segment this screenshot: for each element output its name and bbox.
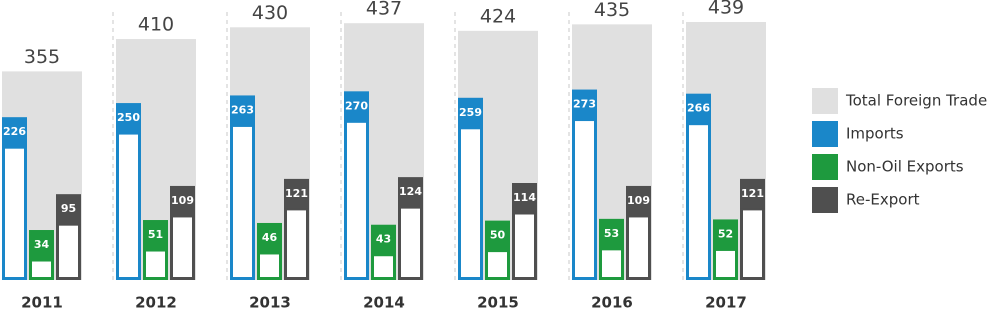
- bar-label: 109: [171, 194, 194, 207]
- total-label: 410: [138, 14, 174, 36]
- total-label: 437: [366, 0, 402, 20]
- bar-label: 266: [687, 102, 710, 115]
- bar-label: 121: [741, 187, 764, 200]
- bar-label-box: [398, 177, 423, 208]
- bar: [485, 249, 510, 281]
- bar-label-box: [740, 178, 765, 209]
- x-tick-label: 2016: [591, 294, 633, 312]
- x-tick-label: 2012: [135, 294, 177, 312]
- bar: [686, 122, 711, 280]
- x-tick-label: 2017: [705, 294, 747, 312]
- legend-swatch: [812, 88, 838, 114]
- bar: [572, 118, 597, 280]
- bar: [371, 253, 396, 280]
- bar-label-box: [143, 220, 168, 251]
- bar-label: 124: [399, 185, 422, 198]
- bar: [116, 131, 141, 280]
- bar-label: 53: [604, 227, 619, 240]
- bar: [56, 222, 81, 280]
- bar-label-box: [257, 222, 282, 253]
- legend-swatch: [812, 121, 838, 147]
- bar-label-box: [170, 185, 195, 216]
- legend-label: Re-Export: [846, 191, 920, 209]
- bar-label: 250: [117, 111, 140, 124]
- total-label: 439: [708, 0, 744, 19]
- bar-label: 46: [262, 231, 278, 244]
- bar: [257, 251, 282, 281]
- bar-label-box: [230, 95, 255, 126]
- legend-swatch: [812, 154, 838, 180]
- total-label: 424: [480, 5, 516, 27]
- bar-label-box: [626, 185, 651, 216]
- legend-label: Non-Oil Exports: [846, 158, 964, 176]
- bar: [143, 248, 168, 280]
- bar-label: 263: [231, 103, 254, 116]
- bar: [170, 214, 195, 281]
- bar: [344, 119, 369, 280]
- bar: [284, 207, 309, 280]
- bar: [2, 145, 27, 280]
- bar-label: 52: [718, 227, 733, 240]
- x-tick-label: 2015: [477, 294, 519, 312]
- total-label: 435: [594, 0, 630, 21]
- bar: [512, 211, 537, 280]
- bar-label-box: [29, 230, 54, 261]
- bar: [398, 205, 423, 281]
- bar-label-box: [2, 117, 27, 148]
- bar-label-box: [572, 89, 597, 120]
- bar: [29, 258, 54, 280]
- bar-label-box: [284, 178, 309, 209]
- bar: [713, 247, 738, 280]
- bar-label-box: [512, 183, 537, 214]
- bar-label-box: [485, 220, 510, 251]
- total-label: 430: [252, 2, 288, 24]
- x-tick-label: 2014: [363, 294, 405, 312]
- bar-label: 51: [148, 228, 163, 241]
- bar-label-box: [56, 194, 81, 225]
- bar-label: 270: [345, 99, 368, 112]
- bar: [230, 123, 255, 281]
- x-tick-label: 2013: [249, 294, 291, 312]
- bar-label: 109: [627, 194, 650, 207]
- bar-label-box: [458, 97, 483, 128]
- bar-label-box: [371, 224, 396, 255]
- bar: [458, 126, 483, 280]
- legend-label: Imports: [846, 125, 904, 143]
- bar-label: 43: [376, 233, 391, 246]
- bar-label: 121: [285, 187, 308, 200]
- bar-label-box: [344, 91, 369, 122]
- bar-label: 34: [34, 238, 50, 251]
- bar-label: 50: [490, 229, 506, 242]
- bar: [626, 214, 651, 281]
- bar-label: 273: [573, 98, 596, 111]
- bar-label: 226: [3, 125, 26, 138]
- bar-label-box: [599, 218, 624, 249]
- legend-swatch: [812, 187, 838, 213]
- bar-label-box: [686, 93, 711, 124]
- bar-label: 114: [513, 191, 536, 204]
- bar-label: 95: [61, 202, 76, 215]
- bar: [740, 207, 765, 280]
- bar-label-box: [713, 219, 738, 250]
- legend-label: Total Foreign Trade: [845, 92, 987, 110]
- bar: [599, 247, 624, 280]
- total-label: 355: [24, 46, 60, 68]
- x-tick-label: 2011: [21, 294, 63, 312]
- bar-label: 259: [459, 106, 482, 119]
- bar-label-box: [116, 103, 141, 134]
